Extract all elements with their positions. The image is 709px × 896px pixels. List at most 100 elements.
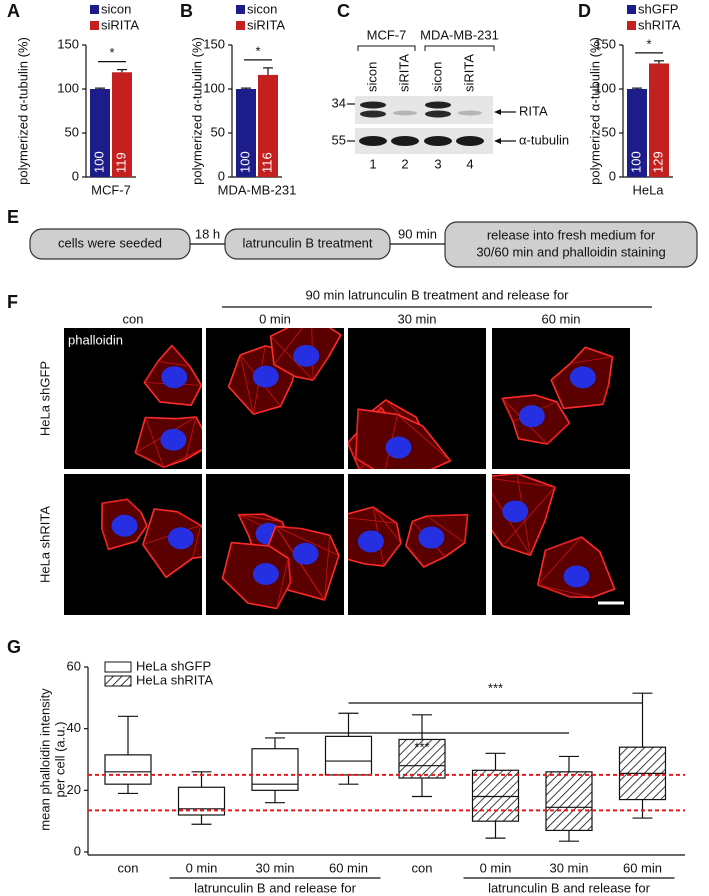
panel-label: F (7, 292, 18, 312)
cell-line-label: MCF-7 (367, 27, 407, 42)
blot-band (360, 101, 386, 109)
legend-swatch (90, 5, 99, 14)
lane-label: siRITA (396, 54, 411, 92)
band-arrowhead (494, 109, 501, 115)
value-label: 129 (650, 151, 665, 173)
blot-band (424, 136, 452, 146)
stress-fiber (275, 526, 301, 529)
stress-fiber (324, 535, 331, 601)
legend-swatch (236, 5, 245, 14)
nucleus (293, 344, 320, 367)
y-tick-label: 0 (609, 168, 616, 183)
lane-label: siRITA (461, 54, 476, 92)
stain-label: phalloidin (68, 332, 123, 347)
legend-swatch (90, 21, 99, 30)
stress-fiber (348, 517, 397, 524)
size-marker: 55 (332, 132, 346, 147)
lane-label: sicon (429, 62, 444, 92)
stress-fiber (192, 525, 202, 559)
stress-fiber (126, 498, 142, 513)
bar (236, 89, 256, 177)
x-tick-label: MDA-MB-231 (218, 182, 297, 197)
nucleus (357, 530, 384, 553)
box (471, 769, 520, 822)
stress-fiber (275, 526, 340, 556)
band-label: RITA (519, 103, 548, 118)
x-tick-label: 60 min (623, 860, 662, 875)
row-label: HeLa shRITA (37, 506, 52, 583)
stress-fiber (355, 409, 359, 459)
nucleus (563, 565, 590, 588)
blot-band (456, 136, 484, 146)
y-tick-label: 50 (65, 124, 79, 139)
legend-label: HeLa shGFP (136, 658, 211, 673)
significance-label: *** (414, 739, 429, 754)
step-text: cells were seeded (58, 235, 162, 250)
value-label: 100 (628, 151, 643, 173)
blot-band (425, 110, 451, 118)
stress-fiber (537, 584, 593, 598)
stress-fiber (238, 514, 282, 523)
y-tick-label: 50 (602, 124, 616, 139)
step-text: latrunculin B treatment (242, 235, 372, 250)
value-label: 100 (237, 151, 252, 173)
y-tick-label: 100 (203, 80, 225, 95)
legend-swatch (104, 675, 132, 687)
stress-fiber (276, 582, 291, 609)
stress-fiber (348, 442, 360, 469)
cell-line-bracket (357, 45, 416, 51)
y-tick-label: 150 (594, 36, 616, 51)
stress-fiber (270, 335, 314, 381)
value-label: 116 (259, 152, 274, 173)
cells (348, 506, 469, 568)
stress-fiber (602, 384, 610, 405)
panel-label: C (337, 1, 350, 21)
cells (348, 399, 452, 469)
y-tick-label: 0 (74, 843, 81, 858)
stress-fiber (273, 328, 303, 365)
y-axis-label: polymerized α-tubulin (%) (15, 37, 30, 185)
stress-fiber (145, 417, 164, 468)
column-label: 60 min (541, 311, 580, 326)
stress-fiber (537, 584, 571, 598)
x-tick-label: 60 min (329, 860, 368, 875)
column-label: con (123, 311, 144, 326)
blot-band (360, 110, 386, 118)
panel-label: E (7, 207, 19, 227)
box (251, 748, 299, 791)
stress-fiber (239, 354, 254, 415)
nucleus (252, 365, 279, 388)
x-tick-label: 30 min (549, 860, 588, 875)
y-tick-label: 20 (67, 782, 81, 797)
x-tick-label: 0 min (186, 860, 218, 875)
lane-number: 2 (401, 156, 408, 171)
cell-line-label: MDA-MB-231 (420, 27, 499, 42)
stress-fiber (545, 536, 582, 551)
cell-line-bracket (424, 45, 495, 51)
stress-fiber (101, 528, 109, 550)
legend-label: HeLa shRITA (136, 672, 213, 687)
stress-fiber (355, 458, 375, 469)
legend-swatch (104, 661, 132, 673)
blot-band (458, 110, 482, 116)
x-tick-label: 0 min (480, 860, 512, 875)
stress-fiber (143, 361, 159, 383)
y-tick-label: 0 (72, 168, 79, 183)
blot-band (393, 110, 417, 116)
lane-number: 3 (434, 156, 441, 171)
value-label: 119 (113, 152, 128, 173)
box (398, 738, 446, 779)
stress-fiber (287, 558, 291, 583)
value-label: 100 (91, 151, 106, 173)
treatment-header: 90 min latrunculin B treatment and relea… (305, 287, 569, 302)
y-axis-label: polymerized α-tubulin (%) (189, 37, 204, 185)
band-label: α-tubulin (519, 132, 569, 147)
stress-fiber (426, 515, 466, 544)
stress-fiber (372, 506, 402, 544)
stress-fiber (570, 356, 613, 364)
panel-label: B (180, 1, 193, 21)
significance-label: *** (488, 680, 503, 695)
